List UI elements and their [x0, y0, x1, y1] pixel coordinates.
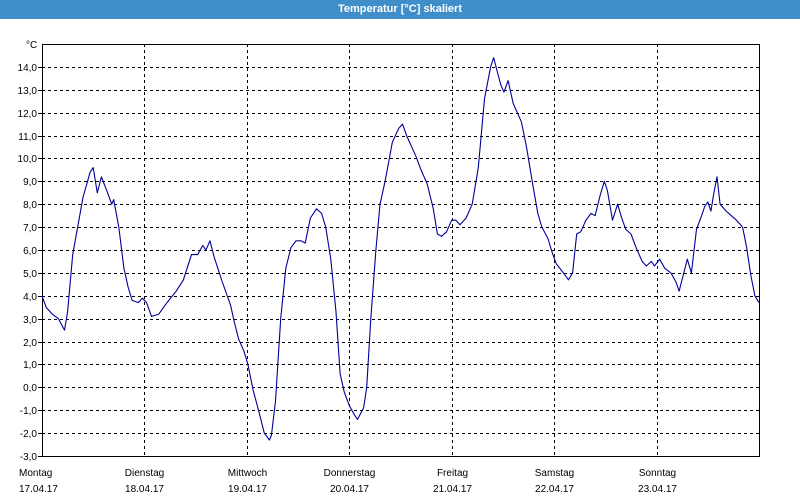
- y-tick-label: 12,0: [18, 109, 38, 120]
- x-tick-date-label: 17.04.17: [19, 484, 58, 495]
- y-tick-label: 8,0: [23, 200, 37, 211]
- y-tick-label: 1,0: [23, 360, 37, 371]
- y-axis: -3,0 -2,0 -1,0 0,0 1,0 2,0 3,0 4,0 5,0 6,0 7,0 8,0 9…: [18, 63, 42, 463]
- plot-area-border: [42, 44, 760, 457]
- x-tick-date-label: 20.04.17: [330, 484, 369, 495]
- x-tick-date-label: 19.04.17: [228, 484, 267, 495]
- x-tick-day-label: Samstag: [535, 468, 574, 479]
- y-tick-label: -2,0: [20, 429, 38, 440]
- y-tick-label: -3,0: [20, 452, 38, 463]
- temperature-series-line: [41, 57, 760, 441]
- x-tick-day-label: Dienstag: [125, 468, 164, 479]
- y-tick-label: 0,0: [23, 383, 37, 394]
- x-tick-date-label: 23.04.17: [638, 484, 677, 495]
- x-axis: Montag 17.04.17 Dienstag 18.04.17 Mittwoch 19…: [19, 468, 677, 495]
- temperature-line-chart: -3,0 -2,0 -1,0 0,0 1,0 2,0 3,0 4,0 5,0 6,0 7,0 8,0 9…: [18, 40, 760, 495]
- grid-layer: [42, 44, 759, 456]
- y-tick-label: 7,0: [23, 223, 37, 234]
- y-tick-label: 9,0: [23, 177, 37, 188]
- y-tick-label: 6,0: [23, 246, 37, 257]
- x-tick-day-label: Donnerstag: [324, 468, 376, 479]
- y-tick-label: 2,0: [23, 338, 37, 349]
- x-tick-date-label: 22.04.17: [535, 484, 574, 495]
- y-tick-label: 10,0: [18, 154, 38, 165]
- window-title-bar: Temperatur [°C] skaliert: [0, 0, 800, 19]
- y-tick-label: 14,0: [18, 63, 38, 74]
- y-axis-unit-label: °C: [26, 40, 37, 51]
- x-tick-date-label: 18.04.17: [125, 484, 164, 495]
- y-tick-label: 11,0: [18, 132, 37, 143]
- y-tick-label: 5,0: [23, 269, 37, 280]
- x-tick-day-label: Sonntag: [639, 468, 676, 479]
- x-tick-day-label: Freitag: [437, 468, 468, 479]
- y-tick-label: 3,0: [23, 315, 37, 326]
- y-tick-label: 4,0: [23, 292, 37, 303]
- y-tick-label: 13,0: [18, 86, 38, 97]
- x-tick-day-label: Montag: [19, 468, 52, 479]
- x-tick-day-label: Mittwoch: [228, 468, 267, 479]
- x-tick-date-label: 21.04.17: [433, 484, 472, 495]
- y-tick-label: -1,0: [20, 406, 38, 417]
